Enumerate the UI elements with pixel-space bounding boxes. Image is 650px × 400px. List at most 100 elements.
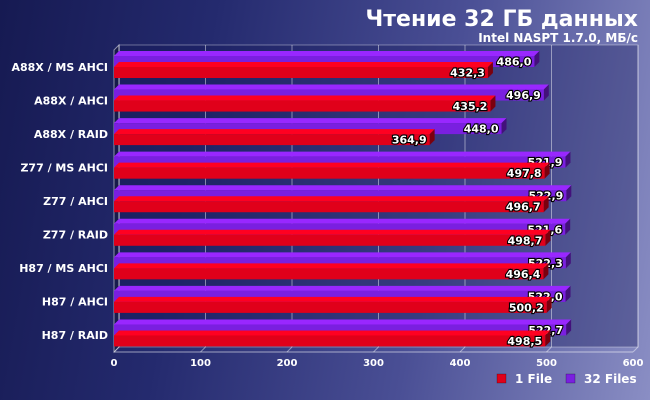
x-tick-label-600: 600 bbox=[623, 358, 644, 369]
category-label-1: A88X / AHCI bbox=[34, 94, 108, 107]
series-1-file-bar-side-3 bbox=[544, 162, 550, 179]
category-label-0: A88X / MS AHCI bbox=[11, 61, 108, 74]
series-32-files-bar-front-5 bbox=[114, 223, 566, 235]
plot-area: 0 100 200 300 400 500 600 486,0 432,3 A88X / MS A… bbox=[11, 43, 644, 386]
category-label-7: H87 / AHCI bbox=[42, 296, 108, 309]
series-1-file-bar-front-6 bbox=[114, 268, 544, 280]
series-32-files-bar-top-0 bbox=[114, 51, 540, 56]
series-1-file-bar-top-8 bbox=[114, 330, 551, 336]
series-1-file-value-label-2: 364,9 bbox=[392, 134, 427, 147]
series-32-files-bar-side-5 bbox=[565, 218, 571, 235]
series-32-files-bar-top-1 bbox=[114, 84, 549, 90]
series-1-file-bar-top-3 bbox=[114, 162, 550, 168]
gridline-floor-600 bbox=[632, 346, 639, 353]
series-1-file-value-label-4: 496,7 bbox=[506, 201, 541, 214]
series-1-file-bar-2 bbox=[114, 129, 435, 146]
series-1-file-bar-top-1 bbox=[114, 95, 496, 101]
series-1-file-bar-8 bbox=[114, 330, 551, 347]
series-32-files-bar-top-2 bbox=[114, 118, 507, 124]
gridline-floor-400 bbox=[459, 346, 466, 353]
legend-label-1: 32 Files bbox=[584, 372, 637, 386]
series-1-file-value-label-7: 500,2 bbox=[509, 301, 544, 314]
series-32-files-value-label-1: 496,9 bbox=[506, 89, 541, 102]
series-32-files-bar-2 bbox=[114, 118, 507, 135]
series-32-files-bar-top-7 bbox=[114, 285, 571, 291]
legend-label-0: 1 File bbox=[515, 372, 552, 386]
series-1-file-bar-top-7 bbox=[114, 296, 552, 302]
series-32-files-value-label-0: 486,0 bbox=[497, 56, 532, 69]
series-32-files-bar-5 bbox=[114, 218, 571, 235]
x-tick-label-100: 100 bbox=[190, 358, 211, 369]
series-1-file-bar-4 bbox=[114, 196, 549, 213]
series-1-file-value-label-1: 435,2 bbox=[453, 100, 488, 113]
series-32-files-bar-top-5 bbox=[114, 218, 571, 224]
series-32-files-bar-front-0 bbox=[114, 56, 535, 67]
series-1-file-bar-front-0 bbox=[114, 67, 488, 78]
series-1-file-bar-front-2 bbox=[114, 134, 430, 146]
series-32-files-bar-front-4 bbox=[114, 190, 567, 202]
series-32-files-bar-front-1 bbox=[114, 89, 544, 101]
series-1-file-bar-top-0 bbox=[114, 62, 493, 67]
series-32-files-bar-6 bbox=[114, 252, 571, 269]
series-1-file-bar-side-1 bbox=[490, 95, 496, 112]
series-1-file-bar-6 bbox=[114, 263, 549, 280]
chart-subtitle: Intel NASPT 1.7.0, МБ/с bbox=[478, 31, 638, 45]
series-1-file-value-label-3: 497,8 bbox=[507, 167, 542, 180]
series-32-files-bar-8 bbox=[114, 319, 572, 336]
series-32-files-bar-front-3 bbox=[114, 156, 566, 168]
series-32-files-bar-side-7 bbox=[565, 285, 571, 302]
series-1-file-bar-front-8 bbox=[114, 335, 546, 347]
series-32-files-bar-top-4 bbox=[114, 185, 572, 191]
series-32-files-bar-0 bbox=[114, 51, 540, 67]
category-label-4: Z77 / AHCI bbox=[43, 195, 108, 208]
series-1-file-value-label-6: 496,4 bbox=[506, 268, 541, 281]
series-1-file-value-label-0: 432,3 bbox=[450, 67, 485, 80]
gridline-floor-100 bbox=[200, 346, 206, 353]
series-32-files-bar-4 bbox=[114, 185, 572, 202]
series-1-file-bar-side-8 bbox=[545, 330, 551, 347]
series-32-files-bar-side-4 bbox=[566, 185, 572, 202]
series-1-file-bar-5 bbox=[114, 229, 551, 246]
series-1-file-bar-front-3 bbox=[114, 167, 545, 179]
series-32-files-bar-side-3 bbox=[565, 151, 571, 168]
series-32-files-bar-side-1 bbox=[543, 84, 549, 101]
series-1-file-bar-side-6 bbox=[543, 263, 549, 280]
series-32-files-bar-3 bbox=[114, 151, 571, 168]
series-1-file-bar-top-6 bbox=[114, 263, 549, 269]
series-1-file-bar-0 bbox=[114, 62, 493, 78]
legend-item-1: 32 Files bbox=[565, 372, 637, 386]
series-32-files-bar-front-8 bbox=[114, 324, 567, 336]
series-32-files-bar-side-8 bbox=[566, 319, 572, 336]
series-1-file-bar-side-2 bbox=[429, 129, 435, 146]
series-1-file-bar-3 bbox=[114, 162, 550, 179]
category-label-2: A88X / RAID bbox=[34, 128, 108, 141]
series-32-files-bar-1 bbox=[114, 84, 549, 101]
series-1-file-value-label-5: 498,7 bbox=[508, 234, 543, 247]
series-1-file-bar-side-5 bbox=[545, 229, 551, 246]
series-32-files-bar-front-2 bbox=[114, 123, 502, 135]
series-1-file-bar-front-1 bbox=[114, 100, 491, 112]
category-label-5: Z77 / RAID bbox=[43, 229, 108, 242]
series-1-file-bar-7 bbox=[114, 296, 552, 313]
x-tick-label-400: 400 bbox=[450, 358, 471, 369]
series-1-file-bar-top-5 bbox=[114, 229, 551, 235]
series-32-files-value-label-2: 448,0 bbox=[464, 123, 499, 136]
category-label-6: H87 / MS AHCI bbox=[19, 262, 108, 275]
series-1-file-bar-front-4 bbox=[114, 201, 544, 213]
x-tick-label-200: 200 bbox=[277, 358, 298, 369]
series-1-file-bar-front-5 bbox=[114, 234, 546, 246]
series-32-files-bar-top-6 bbox=[114, 252, 571, 258]
series-32-files-bar-7 bbox=[114, 285, 571, 302]
series-32-files-bar-front-6 bbox=[114, 257, 566, 269]
series-1-file-bar-side-0 bbox=[487, 62, 493, 78]
series-32-files-bar-side-6 bbox=[565, 252, 571, 269]
series-1-file-bar-1 bbox=[114, 95, 496, 112]
series-32-files-bar-side-0 bbox=[534, 51, 540, 67]
gridline-floor-500 bbox=[546, 346, 552, 353]
series-1-file-bar-side-4 bbox=[543, 196, 549, 213]
chart-title: Чтение 32 ГБ данных bbox=[366, 7, 638, 32]
series-32-files-bar-top-8 bbox=[114, 319, 572, 325]
gridline-floor-200 bbox=[286, 346, 293, 353]
